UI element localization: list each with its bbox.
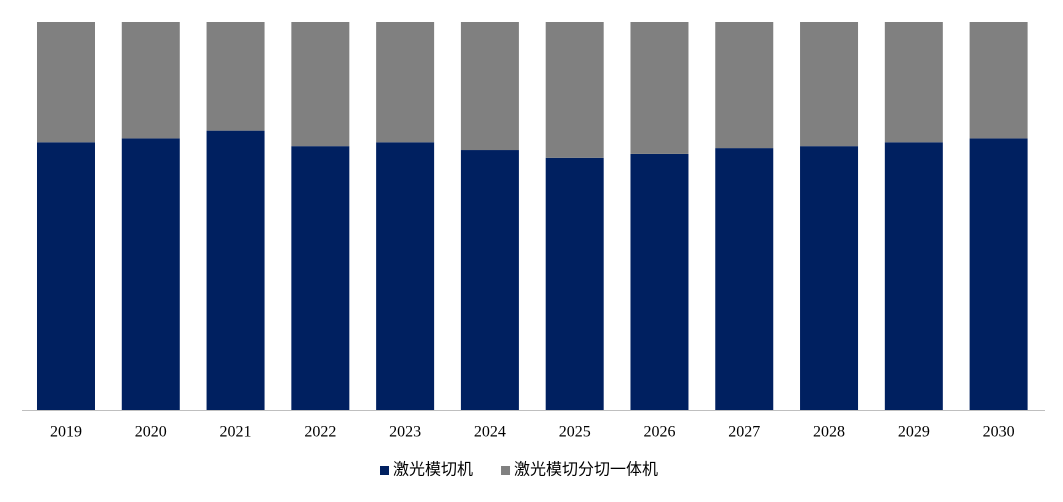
bar-segment <box>884 142 943 410</box>
bar-segment <box>630 22 689 154</box>
bar-segment <box>545 22 604 158</box>
legend-swatch <box>501 466 511 475</box>
legend-label: 激光模切机 <box>393 461 473 479</box>
bar-segment <box>121 22 180 139</box>
bar-segment <box>800 22 859 147</box>
bar-segment <box>36 142 95 410</box>
bar-segment <box>291 146 350 410</box>
bar-segment <box>715 22 774 149</box>
x-tick-label: 2027 <box>728 424 760 441</box>
bar-segment <box>460 22 519 151</box>
x-tick-label: 2024 <box>474 424 506 441</box>
legend-label: 激光模切分切一体机 <box>514 461 658 479</box>
bar-segment <box>376 142 435 410</box>
bar-segment <box>206 130 265 410</box>
x-tick-label: 2030 <box>983 424 1015 441</box>
bar-segment <box>460 150 519 411</box>
bar-segment <box>376 22 435 143</box>
x-tick-label: 2029 <box>898 424 930 441</box>
legend-swatch <box>380 466 389 475</box>
bar-segment <box>291 22 350 147</box>
bar-segment <box>630 153 689 411</box>
bar-segment <box>36 22 95 143</box>
bar-segment <box>545 157 604 410</box>
bar-segment <box>715 148 774 410</box>
bar-segment <box>884 22 943 143</box>
bar-segment <box>206 22 265 131</box>
x-tick-label: 2028 <box>813 424 845 441</box>
x-tick-label: 2025 <box>559 424 591 441</box>
bar-segment <box>121 138 180 410</box>
bar-segment <box>969 22 1028 139</box>
x-tick-label: 2022 <box>304 424 336 441</box>
x-tick-label: 2021 <box>220 424 252 441</box>
bar-segment <box>800 146 859 410</box>
bar-segment <box>969 138 1028 410</box>
x-tick-label: 2023 <box>389 424 421 441</box>
x-tick-label: 2019 <box>50 424 82 441</box>
x-tick-label: 2020 <box>135 424 167 441</box>
x-tick-label: 2026 <box>643 424 675 441</box>
